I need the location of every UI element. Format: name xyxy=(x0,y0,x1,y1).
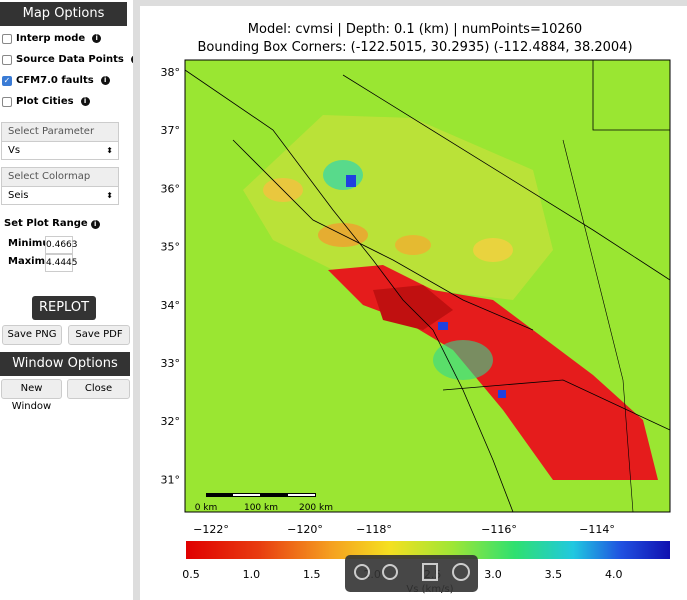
lat-tick: 36° xyxy=(161,182,181,195)
colorbar-tick: 3.0 xyxy=(484,568,502,581)
save-pdf-button[interactable]: Save PDF xyxy=(68,325,130,345)
toolbar xyxy=(345,555,478,592)
scale-bar xyxy=(206,493,316,497)
info-icon[interactable]: i xyxy=(80,97,90,106)
maximum-input[interactable]: 4.4445 xyxy=(45,254,78,272)
checkbox-label: Plot Cities xyxy=(16,96,74,107)
plot-title: Model: cvmsi | Depth: 0.1 (km) | numPoin… xyxy=(248,22,582,37)
checkbox-row[interactable]: Plot Cities i xyxy=(2,96,90,107)
colorbar xyxy=(186,541,670,559)
reset-view[interactable] xyxy=(422,563,438,581)
checkbox[interactable]: ✓ xyxy=(2,75,12,86)
minimum-input[interactable]: 0.4663 xyxy=(45,236,78,254)
checkbox-label: Interp mode xyxy=(16,33,86,44)
lon-tick: −122° xyxy=(193,523,229,536)
info-icon[interactable]: i xyxy=(100,76,110,85)
close-button[interactable]: Close xyxy=(67,379,130,399)
colormap-select[interactable]: Seis ⬍ xyxy=(1,186,119,205)
lat-tick: 33° xyxy=(161,357,181,370)
checkbox-row[interactable]: ✓ CFM7.0 faults i xyxy=(2,75,110,86)
map-content xyxy=(184,60,671,513)
checkbox-label: Source Data Points xyxy=(16,54,124,65)
plot-range-label: Set Plot Range i xyxy=(4,218,100,229)
lat-tick: 34° xyxy=(161,299,181,312)
checkbox[interactable] xyxy=(2,54,12,65)
scale-label: 100 km xyxy=(244,503,278,513)
save-png-button[interactable]: Save PNG xyxy=(2,325,62,345)
select-label: Select Colormap xyxy=(1,167,119,187)
select-value: Seis xyxy=(8,190,29,201)
new-window-button[interactable]: New Window xyxy=(1,379,62,412)
colorbar-tick: 3.5 xyxy=(545,568,563,581)
toolbar-bg xyxy=(345,555,478,592)
checkbox-row[interactable]: Source Data Pointsi xyxy=(2,54,140,65)
lon-tick: −118° xyxy=(356,523,392,536)
checkbox-label: CFM7.0 faults xyxy=(16,75,94,86)
lon-tick: −114° xyxy=(579,523,615,536)
maximum-label: Maximum xyxy=(8,256,46,267)
select-value: Vs xyxy=(8,145,21,156)
plot: Model: cvmsi | Depth: 0.1 (km) | numPoin… xyxy=(133,0,687,600)
select-label: Select Parameter xyxy=(1,122,119,142)
label: Set Plot Range xyxy=(4,218,88,229)
minimum-label: Minimum xyxy=(8,238,46,249)
colorbar-tick: 1.0 xyxy=(243,568,261,581)
zoom-in[interactable] xyxy=(382,564,398,580)
checkbox[interactable] xyxy=(2,96,12,107)
window-options-header: Window Options xyxy=(0,352,130,376)
lat-tick: 37° xyxy=(161,124,181,137)
lon-tick: −116° xyxy=(481,523,517,536)
plot-subtitle: Bounding Box Corners: (-122.5015, 30.293… xyxy=(197,40,632,55)
checkbox[interactable] xyxy=(2,33,12,44)
scale-label: 0 km xyxy=(195,503,218,513)
lat-tick: 31° xyxy=(161,473,181,486)
colorbar-tick: 1.5 xyxy=(303,568,321,581)
info-icon[interactable]: i xyxy=(92,34,102,43)
lon-tick: −120° xyxy=(287,523,323,536)
parameter-select[interactable]: Vs ⬍ xyxy=(1,141,119,160)
map-options-header: Map Options xyxy=(0,2,127,26)
colorbar-tick: 0.5 xyxy=(182,568,200,581)
lat-tick: 38° xyxy=(161,66,181,79)
checkbox-row[interactable]: Interp mode i xyxy=(2,33,102,44)
zoom-out[interactable] xyxy=(354,564,370,580)
scale-label: 200 km xyxy=(299,503,333,513)
download[interactable] xyxy=(452,563,470,581)
replot-button[interactable]: REPLOT xyxy=(32,296,96,320)
lat-tick: 32° xyxy=(161,415,181,428)
colorbar-tick: 4.0 xyxy=(605,568,623,581)
lat-tick: 35° xyxy=(161,241,181,254)
